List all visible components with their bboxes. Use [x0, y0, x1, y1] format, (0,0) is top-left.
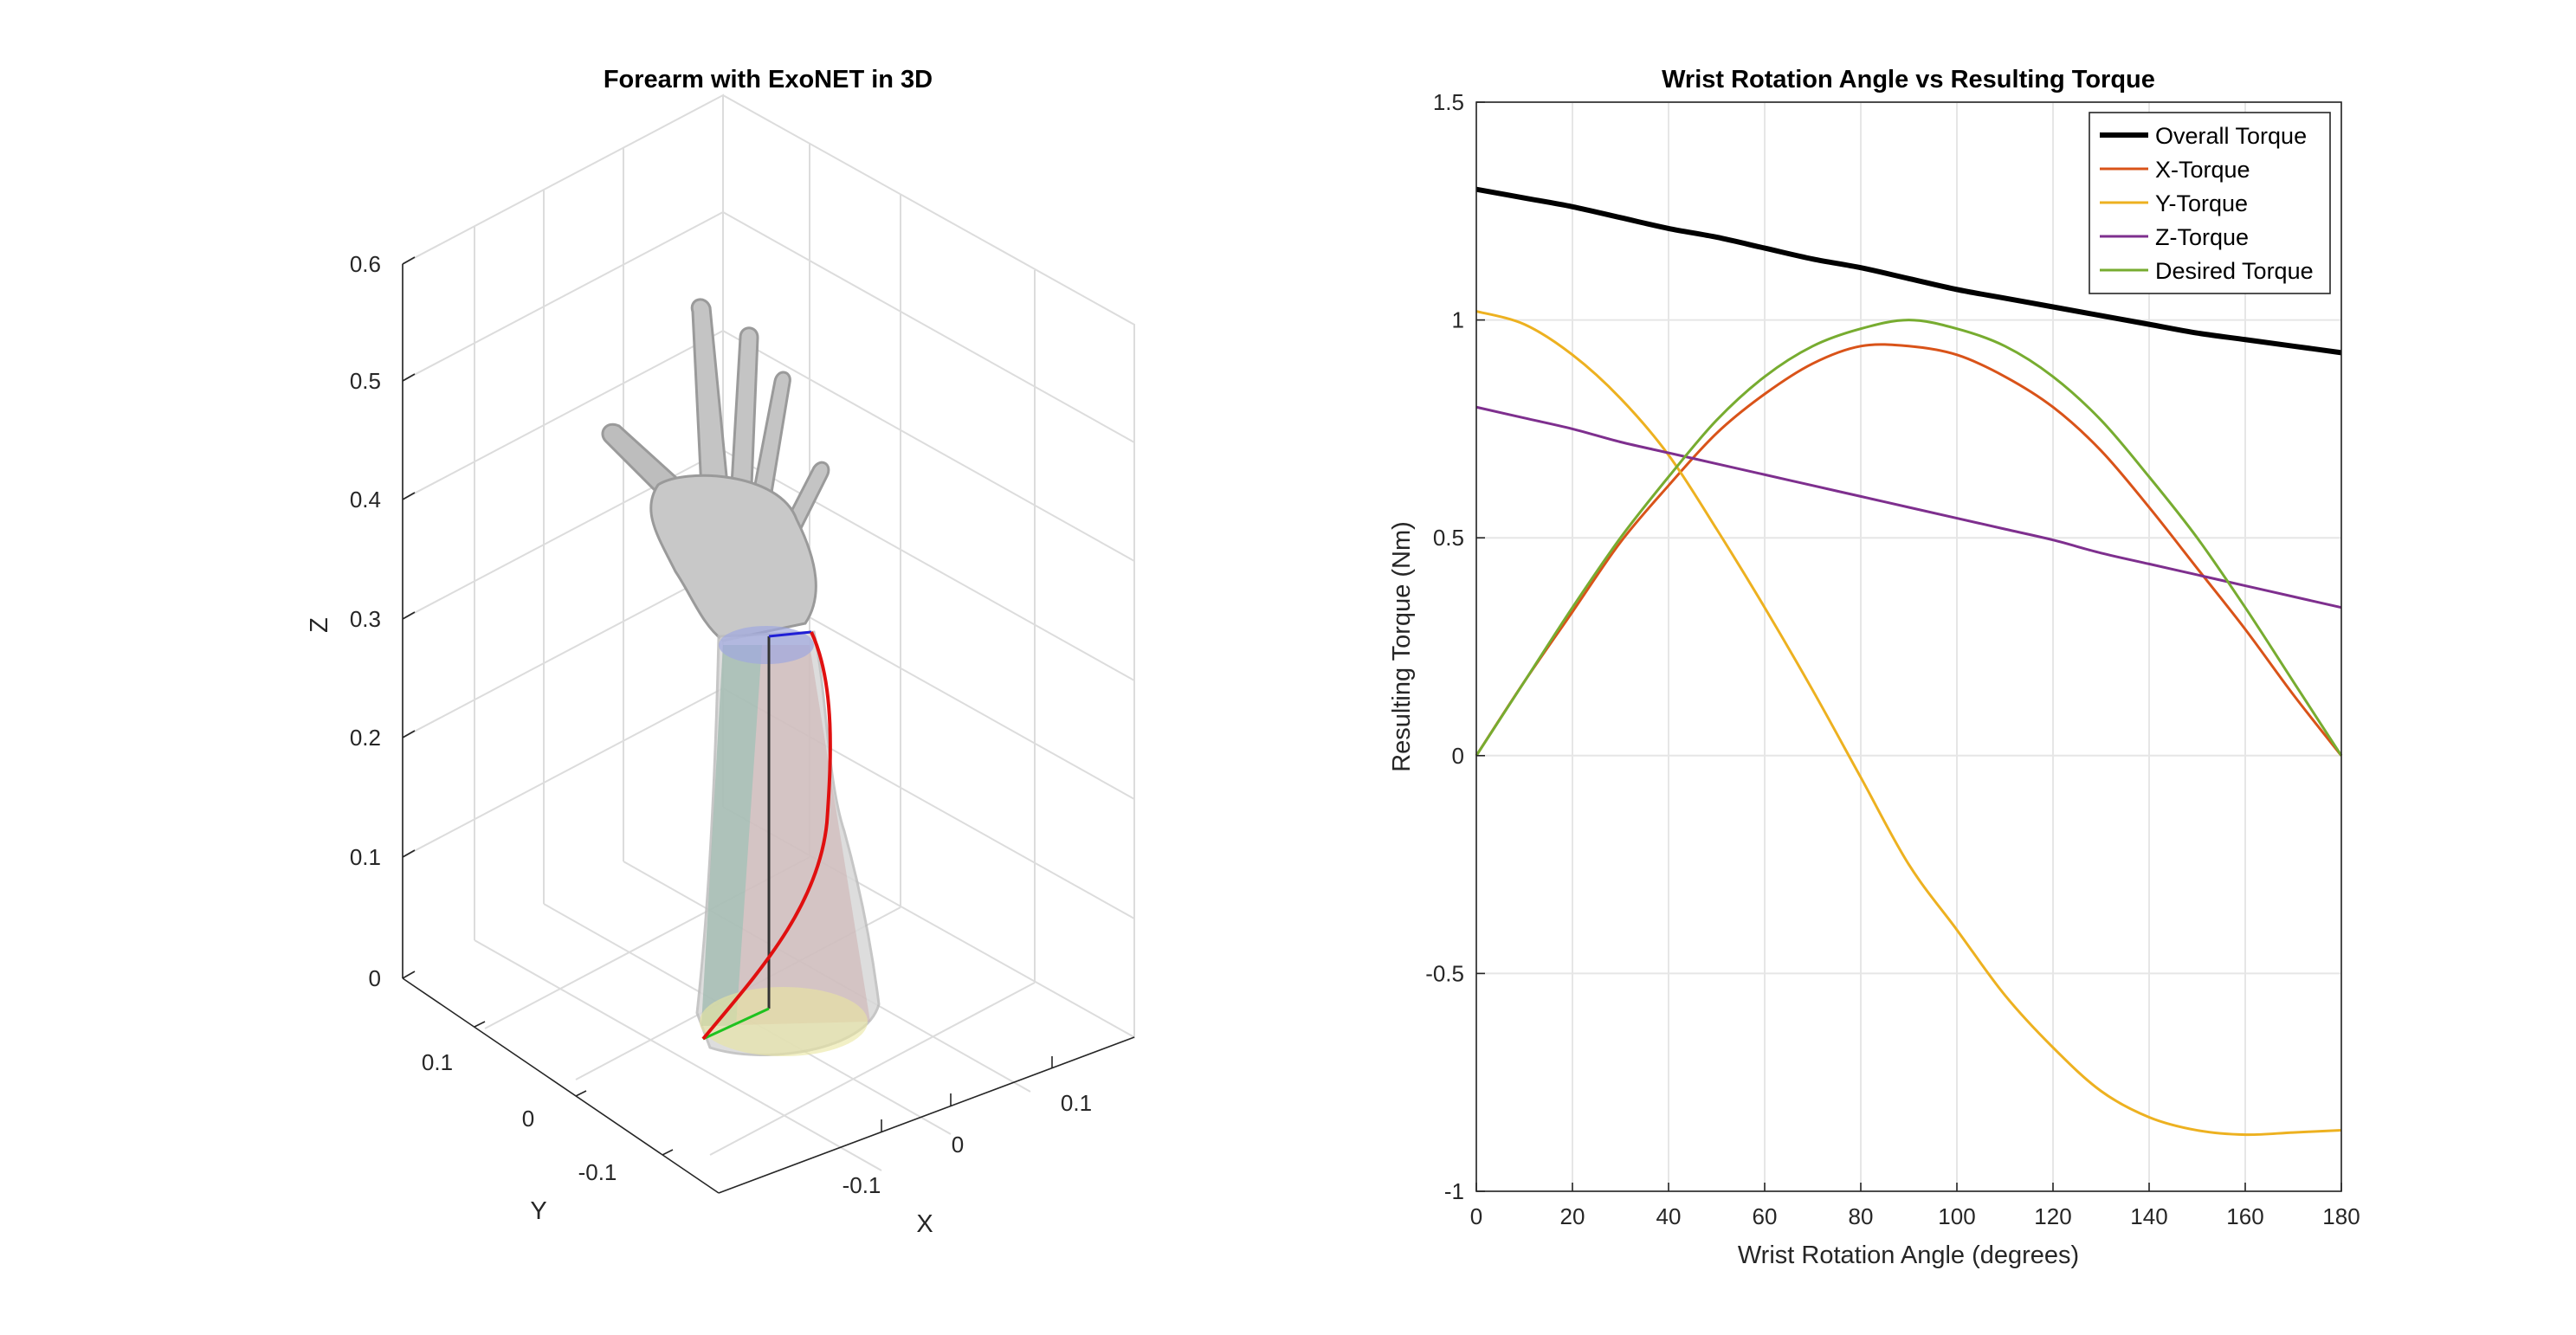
z-tick-label: 0.5: [350, 368, 381, 394]
x-tick-label: 0: [952, 1132, 964, 1158]
y-tick-labels: 0.1 0 -0.1: [422, 1049, 617, 1185]
legend-label: Desired Torque: [2155, 258, 2314, 284]
x-tick-label: 180: [2322, 1203, 2360, 1229]
z-tick-label: 0.4: [350, 487, 381, 513]
x-tick-labels: -0.1 0 0.1: [843, 1090, 1092, 1198]
legend-label: X-Torque: [2155, 157, 2250, 183]
y-tick-label: 1.5: [1433, 89, 1464, 115]
x-tick-label: 140: [2130, 1203, 2167, 1229]
x-tick-label: 120: [2034, 1203, 2071, 1229]
series-line-z-torque: [1475, 405, 2342, 609]
series-line-x-torque: [1475, 343, 2343, 757]
y-tick-label: 0.5: [1433, 525, 1464, 551]
y-tick-label: 0: [1452, 743, 1464, 769]
x-axis-label: X: [916, 1210, 933, 1238]
z-tick-label: 0.3: [350, 606, 381, 632]
forearm-3d-panel: Forearm with ExoNET in 3D: [306, 66, 1135, 1238]
legend: Overall Torque X-Torque Y-Torque Z-Torque De…: [2089, 112, 2331, 294]
y-tick-label: -1: [1444, 1178, 1464, 1204]
z-tick-label: 0.6: [350, 251, 381, 277]
chart-series: [1475, 186, 2343, 1137]
legend-label: Y-Torque: [2155, 190, 2248, 216]
z-tick-label: 0.2: [350, 725, 381, 751]
x-tick-label: 0.1: [1061, 1090, 1092, 1116]
hand-model: [601, 298, 881, 1056]
y-tick-label: 0.1: [422, 1049, 453, 1075]
x-tick-label: 100: [1938, 1203, 1975, 1229]
legend-label: Overall Torque: [2155, 123, 2307, 149]
y-axis-label: Y: [530, 1197, 546, 1225]
y-tick-label: -0.1: [578, 1159, 617, 1185]
y-tick-label: 0: [522, 1106, 534, 1132]
x-tick-label: 60: [1753, 1203, 1778, 1229]
series-line-desired-torque: [1475, 319, 2343, 757]
x-tick-label: -0.1: [843, 1172, 881, 1198]
forearm-plot-title: Forearm with ExoNET in 3D: [604, 66, 933, 94]
axes-3d: [402, 256, 1135, 1194]
y-tick-label: 1: [1452, 307, 1464, 333]
x-tick-label: 0: [1470, 1203, 1482, 1229]
x-tick-label: 160: [2226, 1203, 2263, 1229]
chart-title: Wrist Rotation Angle vs Resulting Torque: [1662, 66, 2155, 94]
x-tick-label: 20: [1560, 1203, 1585, 1229]
z-tick-label: 0: [369, 965, 381, 991]
x-tick-label: 80: [1849, 1203, 1874, 1229]
plot-area-border: [1475, 101, 2342, 1192]
x-tick-label: 40: [1656, 1203, 1682, 1229]
torque-chart: Wrist Rotation Angle vs Resulting Torque…: [1388, 66, 2360, 1269]
x-axis-title: Wrist Rotation Angle (degrees): [1738, 1241, 2079, 1269]
z-axis-label: Z: [306, 617, 333, 633]
chart-ticks: 0 20 40 60 80 100 120 140 160 180 -1 -0.5 0 0.5 1 1.5: [1425, 89, 2360, 1229]
y-axis-title: Resulting Torque (Nm): [1388, 521, 1416, 772]
z-tick-label: 0.1: [350, 844, 381, 870]
legend-label: Z-Torque: [2155, 224, 2249, 250]
z-tick-labels: 0 0.1 0.2 0.3 0.4 0.5 0.6: [350, 251, 381, 991]
y-tick-label: -0.5: [1425, 960, 1464, 986]
series-line-y-torque: [1475, 310, 2342, 1137]
series-line-overall-torque: [1475, 186, 2342, 356]
